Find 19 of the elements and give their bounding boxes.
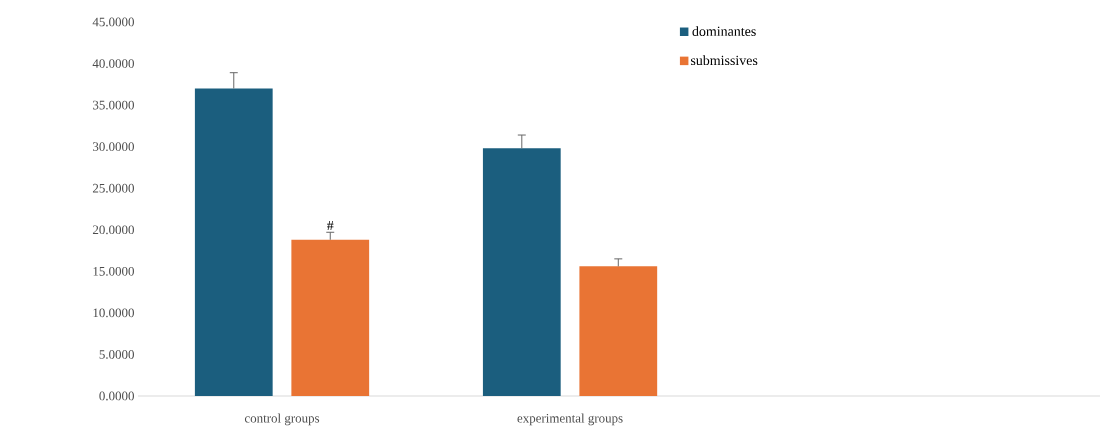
bar — [482, 148, 561, 396]
y-tick-label: 15.0000 — [93, 266, 134, 276]
x-tick-label: control groups — [244, 413, 320, 426]
y-tick-label: 25.0000 — [92, 183, 134, 193]
y-tick-label: 35.0000 — [93, 100, 134, 110]
y-tick-label: 0.0000 — [99, 391, 134, 401]
legend-label: submissives — [690, 55, 758, 66]
y-tick-label: 40.0000 — [92, 59, 134, 68]
bar — [579, 266, 658, 396]
legend-label: dominantes — [692, 26, 756, 36]
y-tick-label: 20.0000 — [92, 225, 134, 235]
y-tick-label: 5.0000 — [99, 350, 134, 359]
y-tick-label: 30.0000 — [93, 142, 134, 152]
x-tick-label: experimental groups — [517, 413, 623, 426]
annotation: # — [327, 220, 334, 231]
y-tick-label: 45.0000 — [92, 17, 134, 27]
bar — [194, 88, 273, 396]
bar — [291, 239, 370, 396]
y-tick-label: 10.0000 — [93, 308, 134, 318]
